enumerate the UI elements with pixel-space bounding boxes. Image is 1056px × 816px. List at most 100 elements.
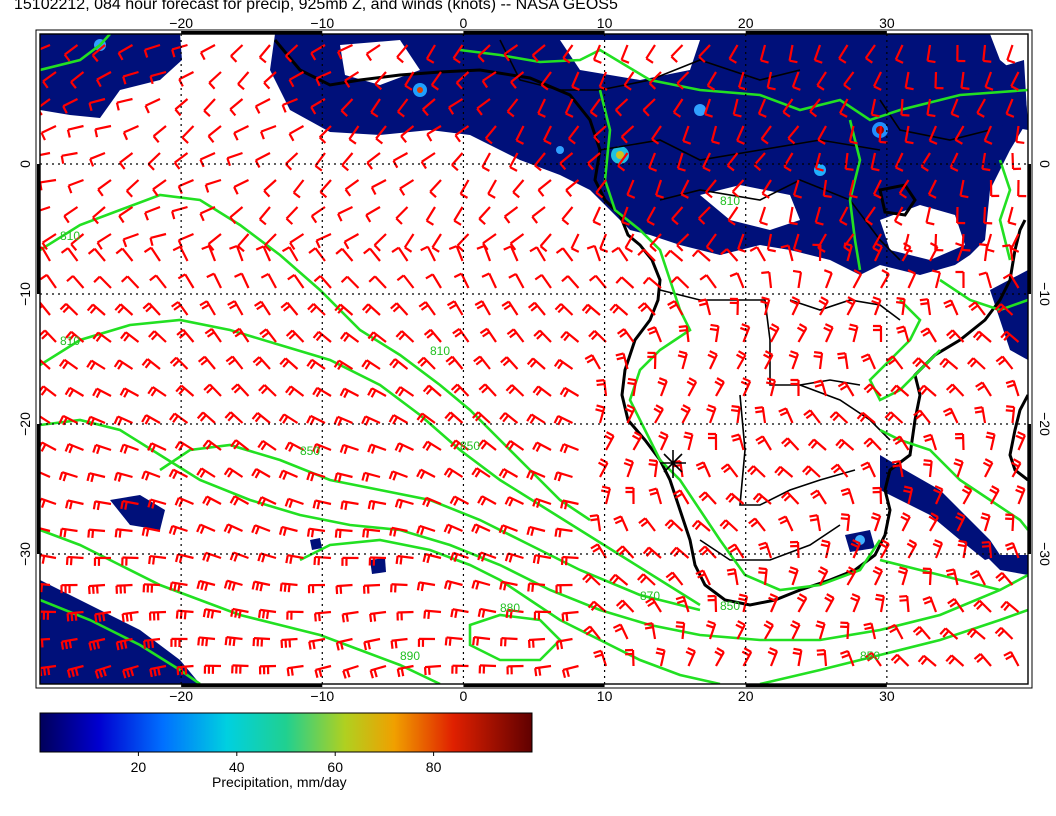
wind-barb: [471, 579, 491, 590]
wind-barb: [202, 495, 222, 506]
wind-barb: [943, 299, 959, 316]
wind-barb: [840, 487, 855, 505]
wind-barb: [64, 443, 84, 454]
lon-tick-label-top: −20: [169, 15, 193, 31]
wind-barb: [506, 664, 524, 675]
wind-barb: [306, 358, 326, 370]
wind-barb: [720, 248, 739, 262]
wind-barb: [768, 593, 779, 613]
wind-barb: [539, 233, 552, 253]
wind-barb: [766, 71, 776, 91]
wind-barb: [727, 543, 745, 559]
wind-barb: [554, 527, 573, 538]
wind-barb: [872, 71, 882, 91]
wind-barb: [367, 499, 387, 510]
frame-bar: [463, 31, 605, 34]
wind-barb: [840, 649, 855, 667]
wind-barb: [88, 637, 106, 651]
wind-barb: [505, 384, 525, 397]
wind-barb: [343, 233, 360, 250]
frame-bar: [1028, 164, 1031, 294]
wind-barb: [790, 620, 801, 640]
wind-barb: [754, 406, 767, 424]
wind-barb: [92, 206, 106, 225]
wind-barb: [731, 179, 745, 199]
wind-barb: [945, 654, 965, 667]
wind-barb: [416, 412, 436, 424]
wind-barb: [477, 439, 497, 451]
border-namibia-botswana: [739, 394, 856, 506]
wind-barb: [968, 301, 986, 316]
wind-barb: [122, 232, 139, 248]
wind-barb: [92, 443, 112, 455]
wind-barb: [447, 98, 464, 115]
wind-barb: [685, 647, 696, 667]
wind-barb: [969, 569, 986, 586]
wind-barb: [259, 328, 277, 343]
wind-barb: [420, 245, 436, 262]
contour-line: [40, 418, 1028, 642]
frame-bar: [463, 684, 605, 687]
wind-barb: [725, 492, 745, 505]
wind-barb: [425, 273, 442, 289]
wind-barb: [339, 387, 360, 399]
wind-barb: [982, 44, 992, 63]
wind-barb: [361, 471, 381, 482]
wind-barb: [900, 512, 911, 532]
wind-barb: [752, 492, 772, 505]
wind-barb: [813, 351, 824, 370]
wind-barb: [149, 664, 167, 678]
lon-tick-label-top: 20: [738, 15, 754, 31]
wind-barb: [581, 303, 601, 316]
wind-barb: [95, 71, 112, 88]
gridlines: [40, 34, 1028, 684]
wind-barb: [504, 552, 524, 563]
wind-barb: [313, 555, 332, 566]
wind-barb: [65, 330, 85, 343]
wind-barb: [670, 546, 690, 559]
colorbar-tick-label: 80: [426, 759, 442, 775]
lon-tick-label-bottom: −10: [310, 688, 334, 704]
wind-barb: [1002, 244, 1014, 262]
wind-barb: [588, 274, 607, 289]
wind-barb: [680, 179, 690, 199]
lat-tick-label-right: −10: [1037, 282, 1053, 306]
wind-barb: [278, 525, 298, 536]
wind-barb: [451, 664, 469, 674]
wind-barb: [1000, 330, 1020, 343]
wind-barb: [809, 98, 821, 118]
wind-barb: [838, 44, 849, 64]
border-south-africa: [699, 524, 841, 561]
wind-barb: [624, 233, 635, 253]
wind-barb: [395, 206, 409, 225]
wind-barb: [753, 152, 766, 172]
wind-barb: [254, 300, 271, 316]
wind-barb: [926, 44, 936, 64]
wind-barb: [142, 583, 161, 593]
wind-barb: [499, 412, 519, 424]
wind-barb: [875, 593, 885, 613]
wind-barb: [396, 664, 414, 678]
wind-barb: [365, 206, 381, 223]
wind-barb: [498, 524, 518, 535]
wind-barb: [816, 71, 827, 91]
wind-barb: [532, 497, 552, 509]
wind-barb: [117, 44, 134, 61]
wind-barb: [147, 386, 167, 397]
wind-barb: [782, 98, 794, 118]
wind-barb: [423, 664, 442, 676]
wind-barb: [838, 206, 849, 226]
wind-barb: [846, 566, 857, 586]
wind-barb: [890, 653, 910, 667]
wind-barb: [933, 485, 944, 505]
wind-barb: [555, 637, 573, 650]
wind-barb: [705, 233, 717, 253]
wind-barb: [423, 609, 442, 620]
wind-barb: [503, 44, 519, 62]
wind-barb: [567, 125, 580, 145]
wind-barb: [651, 125, 662, 145]
wind-barb: [315, 232, 332, 249]
wind-barb: [810, 489, 827, 505]
wind-barb: [87, 583, 106, 595]
wind-barb: [644, 622, 657, 640]
